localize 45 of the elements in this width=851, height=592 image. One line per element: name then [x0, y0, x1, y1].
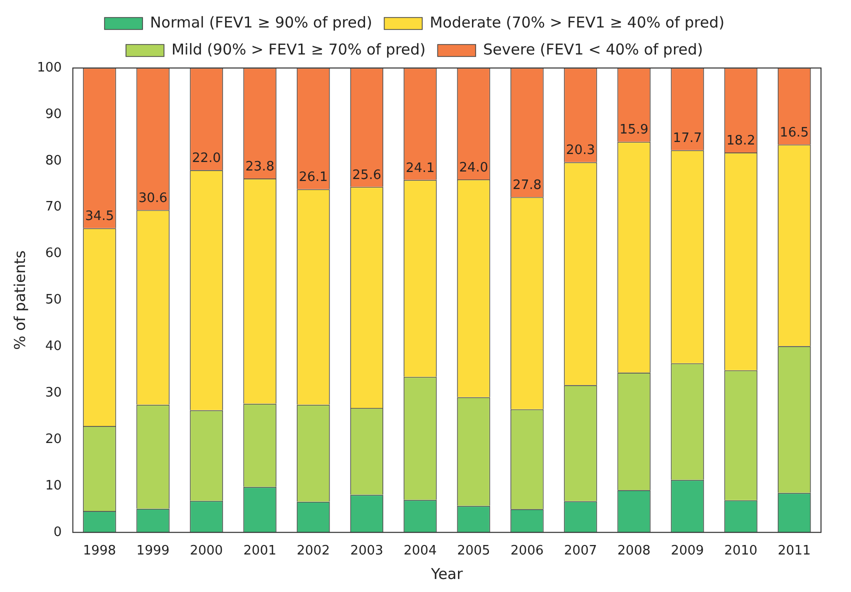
data-label: 23.8	[245, 159, 274, 174]
x-tick-label: 2009	[670, 544, 704, 559]
data-label: 25.6	[352, 168, 382, 183]
x-tick-label: 1999	[136, 544, 170, 559]
y-tick-label: 100	[36, 60, 62, 76]
x-tick-label: 2002	[296, 544, 330, 559]
y-tick-label: 80	[45, 153, 62, 168]
y-tick-label: 0	[54, 524, 62, 540]
data-label: 22.0	[192, 151, 221, 166]
legend-label: Mild (90% > FEV1 ≥ 70% of pred)	[171, 40, 426, 58]
x-tick-label: 2004	[404, 544, 437, 559]
y-tick-label: 70	[45, 200, 62, 215]
data-label: 27.8	[512, 178, 542, 193]
legend-label: Moderate (70% > FEV1 ≥ 40% of pred)	[430, 13, 724, 32]
data-label: 30.6	[138, 190, 168, 206]
data-label: 34.5	[85, 209, 114, 224]
x-tick-label: 2003	[350, 544, 384, 559]
data-label: 20.3	[566, 143, 595, 158]
data-label: 17.7	[672, 131, 702, 146]
x-tick-label: 1998	[82, 544, 116, 559]
x-tick-label: 2000	[190, 544, 223, 559]
y-tick-label: 60	[45, 246, 62, 262]
y-tick-label: 10	[45, 478, 62, 494]
x-tick-label: 2011	[778, 544, 811, 559]
y-tick-label: 30	[45, 385, 62, 400]
data-label: 24.0	[459, 160, 488, 176]
data-label: 24.1	[406, 160, 435, 176]
y-tick-label: 90	[45, 106, 62, 122]
x-tick-label: 2008	[617, 544, 650, 559]
y-tick-label: 40	[45, 339, 62, 354]
x-tick-label: 2010	[724, 544, 758, 559]
data-label: 18.2	[726, 133, 756, 148]
x-axis-title: Year	[430, 564, 464, 583]
data-label: 15.9	[619, 122, 648, 138]
y-tick-label: 20	[45, 432, 62, 447]
legend-label: Severe (FEV1 < 40% of pred)	[483, 40, 704, 58]
x-tick-label: 2006	[510, 544, 544, 559]
data-label: 26.1	[298, 170, 328, 186]
data-label: 16.5	[780, 126, 809, 140]
legend-label: Normal (FEV1 ≥ 90% of pred)	[150, 13, 372, 32]
x-tick-label: 2007	[564, 544, 598, 559]
x-tick-label: 2001	[243, 544, 276, 559]
y-tick-label: 50	[45, 292, 62, 308]
x-tick-label: 2005	[457, 544, 490, 559]
y-axis-title: % of patients	[10, 250, 29, 350]
